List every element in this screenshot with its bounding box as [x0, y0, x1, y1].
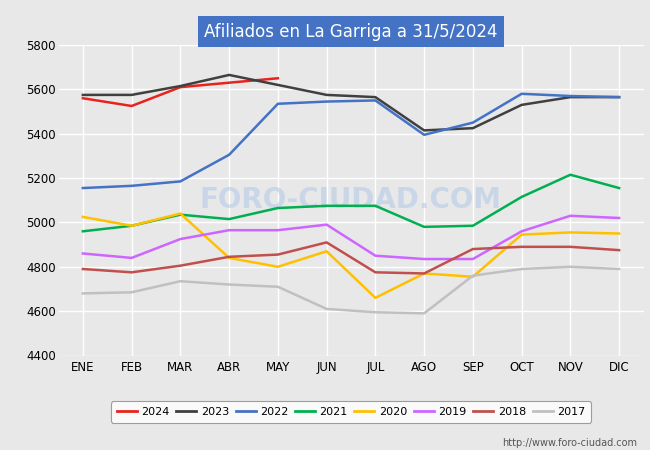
Text: http://www.foro-ciudad.com: http://www.foro-ciudad.com: [502, 438, 637, 448]
Title: Afiliados en La Garriga a 31/5/2024: Afiliados en La Garriga a 31/5/2024: [204, 22, 498, 40]
Legend: 2024, 2023, 2022, 2021, 2020, 2019, 2018, 2017: 2024, 2023, 2022, 2021, 2020, 2019, 2018…: [111, 401, 591, 423]
Text: FORO-CIUDAD.COM: FORO-CIUDAD.COM: [200, 186, 502, 214]
